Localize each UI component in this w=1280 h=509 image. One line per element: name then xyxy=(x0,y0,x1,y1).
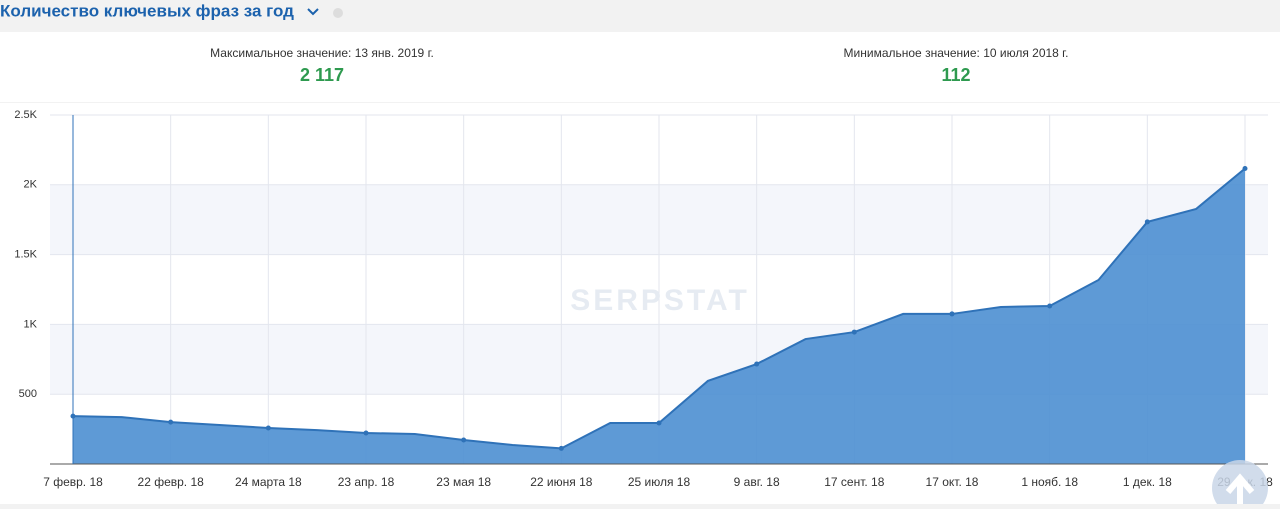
x-tick-label: 1 дек. 18 xyxy=(1123,475,1172,489)
x-tick-label: 22 июня 18 xyxy=(530,475,593,489)
point xyxy=(265,425,271,431)
info-icon[interactable] xyxy=(333,8,343,18)
x-tick-label: 1 нояб. 18 xyxy=(1021,475,1078,489)
y-tick-label: 2K xyxy=(24,179,38,191)
point xyxy=(851,329,857,335)
point xyxy=(1242,165,1248,171)
stat-value: 2 117 xyxy=(300,65,344,85)
point xyxy=(949,311,955,317)
point xyxy=(363,430,369,436)
x-tick-label: 7 февр. 18 xyxy=(43,475,103,489)
scroll-top-icon xyxy=(1225,473,1255,504)
x-tick-label: 22 февр. 18 xyxy=(138,475,205,489)
point xyxy=(1047,303,1053,309)
stat-value: 112 xyxy=(941,65,970,85)
y-tick-label: 500 xyxy=(19,388,37,400)
y-tick-label: 1.5K xyxy=(14,249,37,261)
x-tick-label: 23 мая 18 xyxy=(436,475,491,489)
area xyxy=(73,168,1245,464)
title: Количество ключевых фраз за год xyxy=(0,1,294,20)
x-tick-label: 17 окт. 18 xyxy=(926,475,979,489)
y-tick-label: 2.5K xyxy=(14,109,37,121)
point xyxy=(656,420,662,426)
stat-label: Минимальное значение: 10 июля 2018 г. xyxy=(844,46,1069,60)
point xyxy=(168,419,174,425)
x-tick-label: 17 сент. 18 xyxy=(824,475,884,489)
y-tick-label: 1K xyxy=(24,318,38,330)
x-tick-label: 25 июля 18 xyxy=(628,475,691,489)
x-tick-label: 23 апр. 18 xyxy=(338,475,395,489)
dropdown-icon[interactable] xyxy=(307,8,319,16)
x-tick-label: 24 марта 18 xyxy=(235,475,302,489)
point xyxy=(754,361,760,367)
point xyxy=(558,445,564,451)
watermark: SERPSTAT xyxy=(570,284,750,317)
stat-label: Максимальное значение: 13 янв. 2019 г. xyxy=(210,46,434,60)
point xyxy=(1144,219,1150,225)
point xyxy=(461,437,467,443)
x-tick-label: 9 авг. 18 xyxy=(734,475,780,489)
stats-panel xyxy=(0,32,1280,102)
